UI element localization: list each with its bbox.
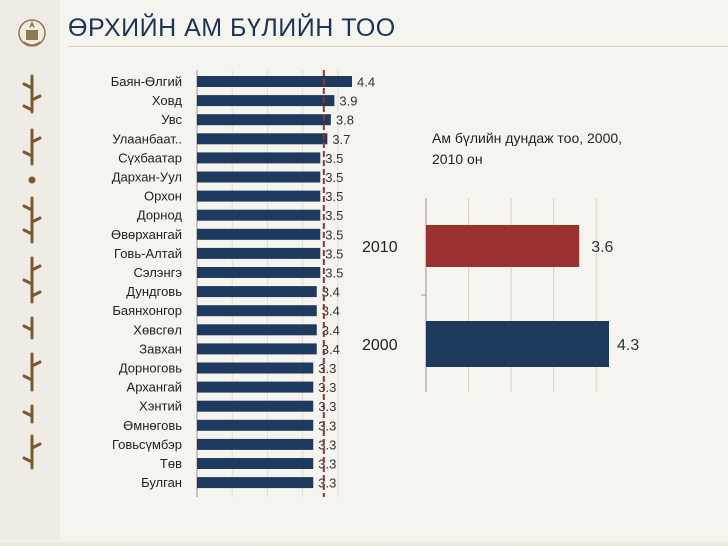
left-bar [197,286,317,298]
right-chart-title: Ам бүлийн дундаж тоо, 2000, 2010 он [432,130,623,167]
left-bar [197,228,321,240]
right-value-label: 3.6 [591,239,613,256]
left-value-label: 3.5 [325,208,343,223]
left-value-label: 3.3 [318,399,336,414]
left-category-label: Орхон [144,189,182,204]
left-value-label: 3.5 [325,189,343,204]
right-category-label: 2010 [362,239,398,256]
decorative-side-band [0,0,60,546]
left-bar [197,477,314,489]
left-bar [197,76,352,87]
right-category-label: 2000 [362,337,398,354]
left-category-label: Дархан-Уул [112,170,182,185]
left-value-label: 3.7 [332,132,350,147]
left-bar [197,419,314,431]
left-bar [197,247,321,259]
left-category-label: Дорнод [137,208,183,223]
left-bar [197,305,317,317]
right-value-label: 4.3 [617,337,639,354]
mongolian-script-decoration [22,74,42,470]
left-bar [197,343,317,355]
left-bar [197,400,314,412]
left-bar [197,95,335,107]
left-category-label: Баянхонгор [112,303,182,318]
left-value-label: 3.5 [325,266,343,281]
left-category-label: Улаанбаат.. [112,131,182,146]
left-category-label: Сэлэнгэ [133,265,182,280]
left-value-label: 3.3 [318,361,336,376]
left-category-label: Архангай [127,380,182,395]
left-value-label: 3.3 [318,380,336,395]
left-value-label: 3.5 [325,151,343,166]
left-bar [197,324,317,336]
bottom-shadow [0,540,728,546]
left-value-label: 3.4 [322,323,340,338]
left-bar [197,267,321,278]
left-category-label: Хэнтий [139,399,182,414]
left-category-label: Өмнөговь [123,418,182,433]
left-category-label: Дорноговь [119,361,182,376]
page-title: ӨРХИЙН АМ БҮЛИЙН ТОО [68,14,396,42]
left-category-label: Өвөрхангай [111,227,182,242]
left-bar [197,114,331,126]
left-value-label: 3.5 [325,170,343,185]
left-category-label: Ховд [152,93,183,108]
state-emblem-icon [18,19,46,47]
left-category-label: Дундговь [126,284,182,299]
left-bar [197,171,321,183]
left-bar [197,190,321,202]
left-bar [197,133,328,145]
left-value-label: 3.8 [336,113,354,128]
left-category-label: Булган [141,475,182,490]
right-bar [426,225,580,267]
left-category-label: Увс [161,112,182,127]
left-bar [197,438,314,450]
left-value-label: 3.3 [318,457,336,472]
left-value-label: 4.4 [357,75,375,90]
left-value-label: 3.3 [318,476,336,491]
left-value-label: 3.4 [322,342,340,357]
left-value-label: 3.3 [318,418,336,433]
left-bar [197,152,321,164]
left-bar [197,209,321,221]
left-value-label: 3.5 [325,246,343,261]
left-category-label: Сүхбаатар [118,150,182,165]
left-category-label: Завхан [139,341,182,356]
left-value-label: 3.3 [318,437,336,452]
right-bar [426,321,609,367]
left-value-label: 3.4 [322,304,340,319]
title-rule [68,46,728,47]
left-bar [197,362,314,374]
left-bar [197,381,314,393]
left-category-label: Баян-Өлгий [111,74,182,89]
left-category-label: Хөвсгөл [133,322,182,337]
left-category-label: Төв [160,456,182,471]
left-value-label: 3.5 [325,227,343,242]
left-bar [197,458,314,469]
left-category-label: Говьсүмбэр [112,437,182,452]
left-value-label: 3.4 [322,285,340,300]
left-value-label: 3.9 [339,94,357,109]
left-category-label: Говь-Алтай [114,246,182,261]
